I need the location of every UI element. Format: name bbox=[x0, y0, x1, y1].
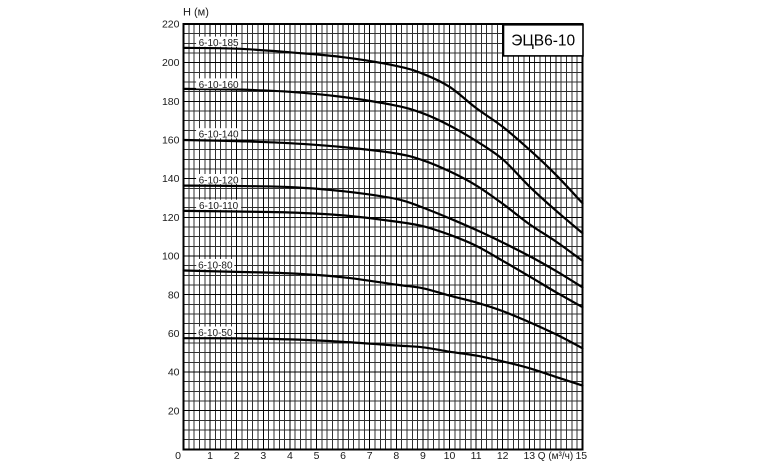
svg-text:5: 5 bbox=[314, 450, 320, 462]
svg-text:4: 4 bbox=[287, 450, 293, 462]
svg-text:200: 200 bbox=[162, 57, 180, 69]
svg-text:7: 7 bbox=[367, 450, 373, 462]
svg-text:6-10-160: 6-10-160 bbox=[199, 80, 239, 91]
svg-text:140: 140 bbox=[162, 173, 180, 185]
svg-text:ЭЦВ6-10: ЭЦВ6-10 bbox=[511, 33, 575, 50]
svg-text:15: 15 bbox=[575, 450, 587, 462]
svg-text:60: 60 bbox=[168, 328, 180, 340]
svg-text:12: 12 bbox=[497, 450, 509, 462]
svg-text:40: 40 bbox=[168, 367, 180, 379]
svg-text:1: 1 bbox=[207, 450, 213, 462]
svg-text:6-10-120: 6-10-120 bbox=[199, 175, 239, 186]
svg-text:2: 2 bbox=[234, 450, 240, 462]
svg-text:100: 100 bbox=[162, 251, 180, 263]
svg-text:Q (м³/ч): Q (м³/ч) bbox=[538, 451, 573, 462]
svg-text:6-10-80: 6-10-80 bbox=[198, 260, 233, 271]
svg-text:13: 13 bbox=[523, 450, 535, 462]
svg-text:8: 8 bbox=[393, 450, 399, 462]
svg-text:H (м): H (м) bbox=[183, 6, 209, 18]
svg-text:0: 0 bbox=[175, 450, 181, 462]
svg-text:120: 120 bbox=[162, 212, 180, 224]
svg-text:6-10-50: 6-10-50 bbox=[198, 328, 233, 339]
svg-text:220: 220 bbox=[162, 19, 180, 31]
svg-text:160: 160 bbox=[162, 135, 180, 147]
svg-text:20: 20 bbox=[168, 405, 180, 417]
svg-text:6-10-110: 6-10-110 bbox=[199, 201, 239, 212]
svg-text:10: 10 bbox=[444, 450, 456, 462]
svg-text:9: 9 bbox=[420, 450, 426, 462]
svg-text:6-10-140: 6-10-140 bbox=[199, 130, 239, 141]
svg-text:180: 180 bbox=[162, 96, 180, 108]
svg-text:3: 3 bbox=[260, 450, 266, 462]
svg-text:6-10-185: 6-10-185 bbox=[199, 38, 239, 49]
svg-text:11: 11 bbox=[471, 450, 482, 462]
svg-text:80: 80 bbox=[168, 289, 180, 301]
svg-text:6: 6 bbox=[340, 450, 346, 462]
